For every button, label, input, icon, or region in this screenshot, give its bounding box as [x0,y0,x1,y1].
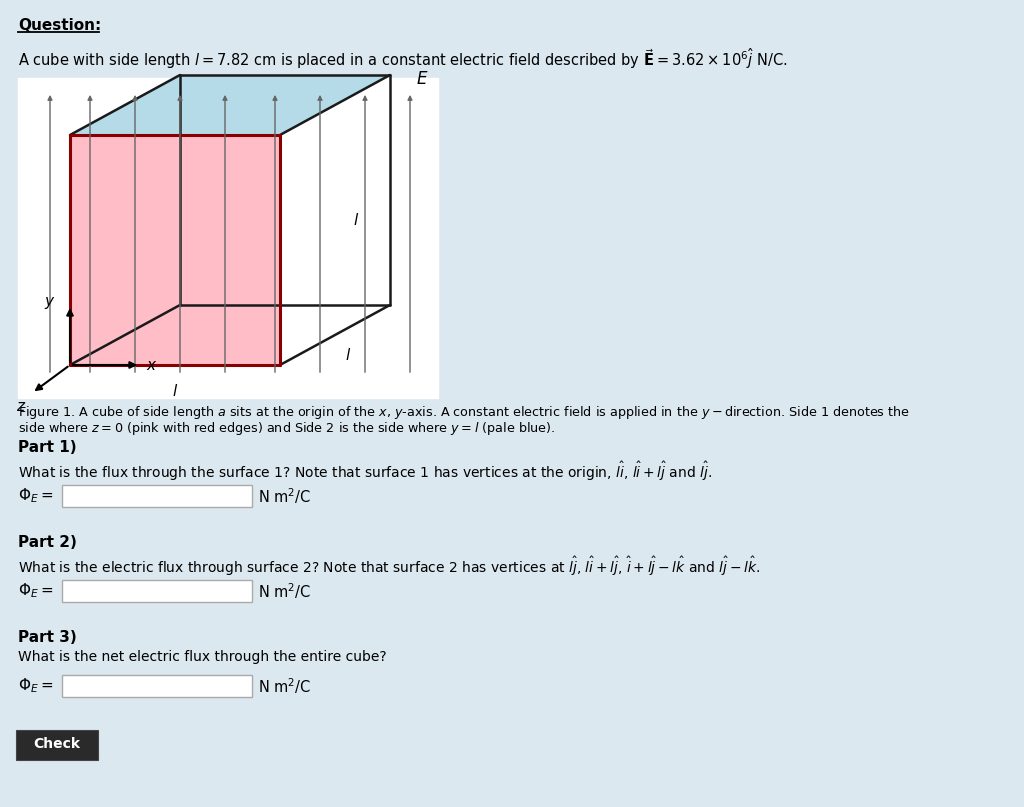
Text: $\Phi_E =$: $\Phi_E =$ [18,487,53,505]
Text: Part 2): Part 2) [18,535,77,550]
Text: What is the flux through the surface 1? Note that surface 1 has vertices at the : What is the flux through the surface 1? … [18,460,712,483]
FancyBboxPatch shape [62,675,252,697]
Text: What is the net electric flux through the entire cube?: What is the net electric flux through th… [18,650,387,664]
FancyBboxPatch shape [62,485,252,507]
Text: Check: Check [34,737,81,751]
Polygon shape [280,75,390,365]
Text: $l$: $l$ [345,347,351,363]
Text: $E$: $E$ [416,70,428,88]
Text: $l$: $l$ [172,383,178,399]
Text: N m$^2$/C: N m$^2$/C [258,486,311,506]
Text: Figure 1. A cube of side length $a$ sits at the origin of the $x$, $y$-axis. A c: Figure 1. A cube of side length $a$ sits… [18,404,910,421]
Text: N m$^2$/C: N m$^2$/C [258,676,311,696]
FancyBboxPatch shape [62,580,252,602]
Text: A cube with side length $l = 7.82$ cm is placed in a constant electric field des: A cube with side length $l = 7.82$ cm is… [18,46,787,71]
Text: side where $z = 0$ (pink with red edges) and Side 2 is the side where $y = l$ (p: side where $z = 0$ (pink with red edges)… [18,420,555,437]
Text: $\Phi_E =$: $\Phi_E =$ [18,582,53,600]
Text: Part 3): Part 3) [18,630,77,645]
Polygon shape [70,75,390,135]
Polygon shape [70,135,280,365]
Text: Part 1): Part 1) [18,440,77,455]
Text: N m$^2$/C: N m$^2$/C [258,581,311,601]
Text: $l$: $l$ [353,212,359,228]
Text: Question:: Question: [18,18,101,33]
Text: What is the electric flux through surface 2? Note that surface 2 has vertices at: What is the electric flux through surfac… [18,555,760,579]
FancyBboxPatch shape [16,730,98,760]
Text: $y$: $y$ [44,295,56,311]
Text: $\Phi_E =$: $\Phi_E =$ [18,676,53,696]
Bar [18,78,438,398]
Text: $z$: $z$ [15,399,26,414]
Text: $x$: $x$ [146,358,158,373]
